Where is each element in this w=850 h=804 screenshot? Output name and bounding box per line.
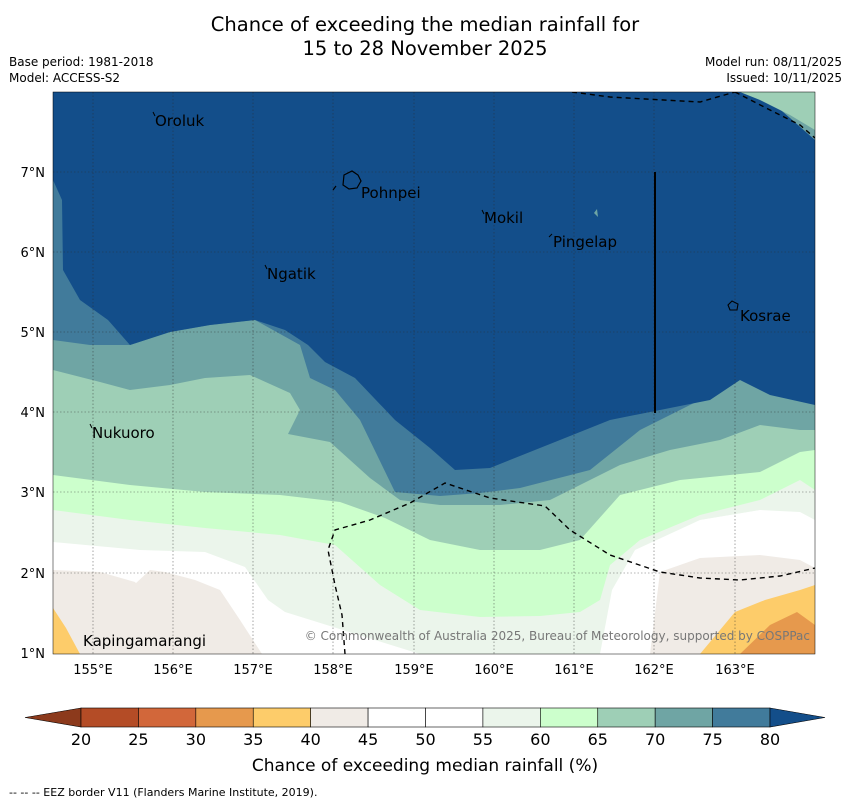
colorbar-tick-35: 35 (243, 730, 263, 749)
lat-label-3n: 3°N (21, 486, 46, 501)
oroluk-label: Oroluk (155, 112, 204, 130)
lat-label-5n: 5°N (21, 326, 46, 341)
atoll-marks (89, 111, 553, 429)
colorbar-swatch-20-25 (80, 707, 139, 728)
band-above-80 (53, 92, 815, 470)
colorbar-tick-45: 45 (358, 730, 378, 749)
colorbar (24, 707, 826, 728)
colorbar-swatch-50-55 (425, 707, 484, 728)
band-45-50-west (53, 570, 150, 654)
band-30-35-east (740, 612, 815, 654)
pohnpei-island (342, 170, 362, 190)
place-labels: Oroluk Pohnpei Mokil Pingelap Ngatik Kos… (83, 112, 791, 650)
colorbar-tick-25: 25 (128, 730, 148, 749)
lat-label-2n: 2°N (21, 567, 46, 582)
meta-left: Base period: 1981-2018 Model: ACCESS-S2 (9, 54, 154, 86)
upper-right-band (740, 92, 815, 130)
kosrae-label: Kosrae (740, 307, 791, 325)
colorbar-swatch-30-35 (195, 707, 254, 728)
graticule (53, 92, 815, 654)
model-text: Model: ACCESS-S2 (9, 71, 121, 85)
base-period-text: Base period: 1981-2018 (9, 55, 154, 69)
colorbar-tick-40: 40 (300, 730, 320, 749)
eez-border (327, 92, 815, 654)
lon-label-155e: 155°E (73, 663, 113, 678)
colorbar-swatch-70-75 (654, 707, 713, 728)
colorbar-swatch-55-60 (482, 707, 541, 728)
colorbar-swatch-45-50 (367, 707, 426, 728)
copyright-notice: © Commonwealth of Australia 2025, Bureau… (305, 629, 810, 643)
eez-footnote: -- -- -- EEZ border V11 (Flanders Marine… (9, 786, 318, 799)
colorbar-swatch-25-30 (138, 707, 197, 728)
issued-text: Issued: 10/11/2025 (726, 71, 842, 85)
kosrae-island (727, 300, 739, 311)
colorbar-tick-70: 70 (645, 730, 665, 749)
colorbar-tick-75: 75 (702, 730, 722, 749)
lon-label-157e: 157°E (233, 663, 273, 678)
lat-label-7n: 7°N (21, 166, 46, 181)
lat-label-6n: 6°N (21, 246, 46, 261)
colorbar-tick-60: 60 (530, 730, 550, 749)
colorbar-tick-labels: 20 25 30 35 40 45 50 55 60 65 70 75 80 (71, 730, 780, 749)
colorbar-swatch-35-40 (252, 707, 311, 728)
ngatik-label: Ngatik (267, 265, 316, 283)
map-title: Chance of exceeding the median rainfall … (0, 13, 850, 61)
map-frame (52, 91, 816, 655)
colorbar-title: Chance of exceeding median rainfall (%) (251, 756, 599, 776)
small-patch (594, 209, 598, 217)
colorbar-swatch-75-80 (712, 707, 771, 728)
colorbar-swatch-65-70 (597, 707, 656, 728)
colorbar-tick-20: 20 (71, 730, 91, 749)
rainfall-probability-field (53, 92, 815, 654)
kapingamarangi-label: Kapingamarangi (83, 632, 206, 650)
colorbar-extend-low (24, 707, 82, 728)
colorbar-tick-65: 65 (588, 730, 608, 749)
lon-label-159e: 159°E (394, 663, 434, 678)
title-line-2: 15 to 28 November 2025 (302, 37, 548, 60)
pingelap-label: Pingelap (553, 233, 617, 251)
latitude-labels: 7°N 6°N 5°N 4°N 3°N 2°N 1°N (21, 166, 46, 662)
nukuoro-label: Nukuoro (92, 424, 155, 442)
lon-label-156e: 156°E (153, 663, 193, 678)
longitude-labels: 155°E 156°E 157°E 158°E 159°E 160°E 161°… (73, 663, 755, 678)
lon-label-158e: 158°E (313, 663, 353, 678)
lat-label-4n: 4°N (21, 406, 46, 421)
colorbar-tick-30: 30 (186, 730, 206, 749)
meta-right: Model run: 08/11/2025 Issued: 10/11/2025 (705, 54, 842, 86)
colorbar-tick-50: 50 (415, 730, 435, 749)
mokil-label: Mokil (484, 209, 523, 227)
lon-label-160e: 160°E (474, 663, 514, 678)
lon-label-163e: 163°E (715, 663, 755, 678)
title-line-1: Chance of exceeding the median rainfall … (210, 13, 640, 36)
lat-label-1n: 1°N (21, 647, 46, 662)
colorbar-swatch-40-45 (310, 707, 369, 728)
model-run-text: Model run: 08/11/2025 (704, 55, 842, 69)
colorbar-tick-55: 55 (473, 730, 493, 749)
colorbar-swatch-60-65 (540, 707, 599, 728)
pohnpei-label: Pohnpei (361, 184, 421, 202)
band-35-40-west (53, 608, 80, 654)
colorbar-extend-high (769, 707, 826, 728)
ant-atoll (332, 185, 337, 191)
lon-label-161e: 161°E (554, 663, 594, 678)
colorbar-tick-80: 80 (760, 730, 780, 749)
lon-label-162e: 162°E (634, 663, 674, 678)
